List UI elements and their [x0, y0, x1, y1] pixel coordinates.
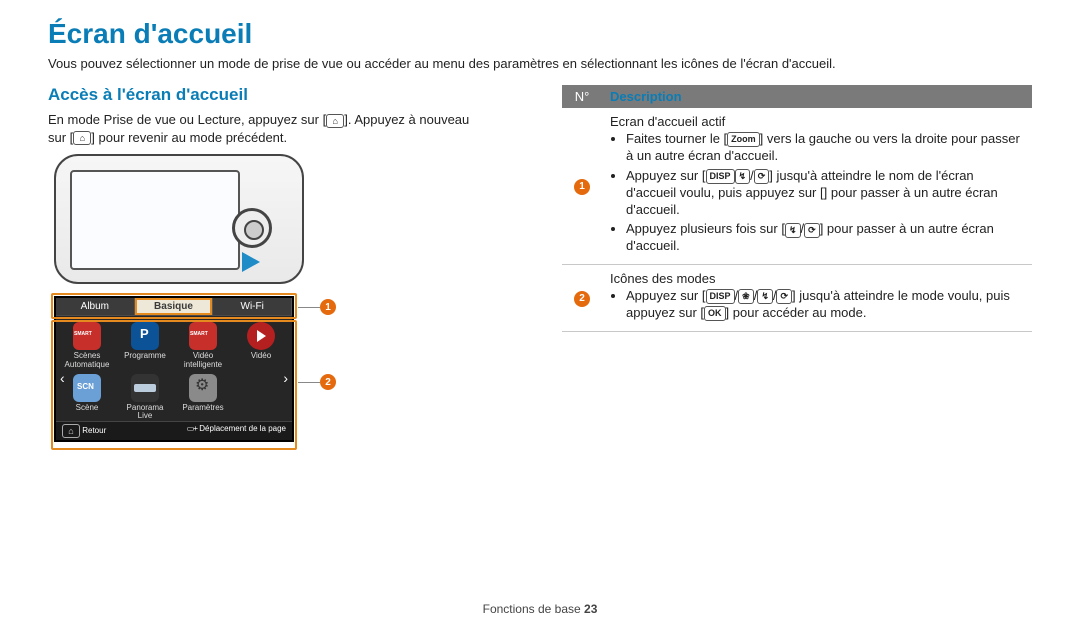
description-table: N° Description 1Ecran d'accueil actifFai… — [562, 85, 1032, 332]
camera-illustration — [54, 154, 488, 284]
left-column: Accès à l'écran d'accueil En mode Prise … — [48, 85, 488, 442]
body-part-a: En mode Prise de vue ou Lecture, appuyez… — [48, 112, 326, 127]
home-icon: ⌂ — [326, 114, 344, 128]
page-title: Écran d'accueil — [48, 18, 1032, 50]
callout-badge-2: 2 — [320, 374, 336, 390]
callout-outline-1 — [51, 293, 297, 319]
body-part-c: ] pour revenir au mode précédent. — [91, 130, 287, 145]
table-row: 1Ecran d'accueil actifFaites tourner le … — [562, 108, 1032, 265]
footer-section: Fonctions de base — [483, 602, 584, 616]
home-screen-mockup: Album Basique Wi-Fi ‹ › ScènesAutomatiqu… — [54, 296, 314, 442]
intro-text: Vous pouvez sélectionner un mode de pris… — [48, 56, 1032, 71]
footer-page-num: 23 — [584, 602, 597, 616]
section-body: En mode Prise de vue ou Lecture, appuyez… — [48, 111, 488, 146]
table-header-num: N° — [562, 85, 602, 108]
row-badge: 2 — [574, 291, 590, 307]
section-heading: Accès à l'écran d'accueil — [48, 85, 488, 105]
right-column: N° Description 1Ecran d'accueil actifFai… — [562, 85, 1032, 442]
callout-outline-2 — [51, 320, 297, 450]
table-header-desc: Description — [602, 85, 1032, 108]
table-row: 2Icônes des modesAppuyez sur [DISP/❀/↯/⟳… — [562, 265, 1032, 332]
home-icon: ⌂ — [73, 131, 91, 145]
arrow-icon — [242, 252, 260, 272]
row-badge: 1 — [574, 179, 590, 195]
page-footer: Fonctions de base 23 — [0, 602, 1080, 616]
callout-badge-1: 1 — [320, 299, 336, 315]
